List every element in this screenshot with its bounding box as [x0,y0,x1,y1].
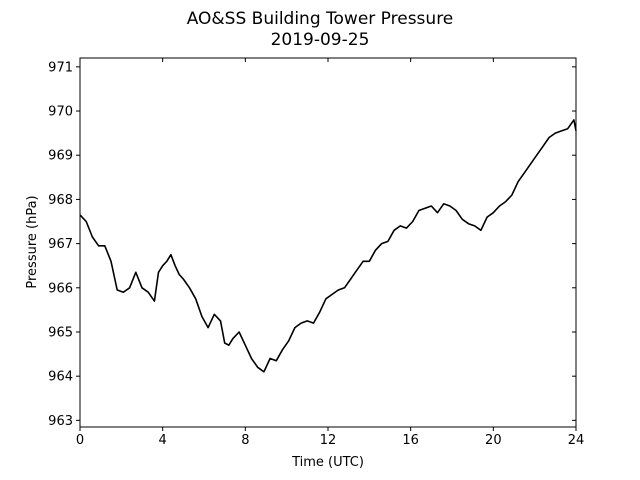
plot-frame [79,57,577,428]
x-axis-label: Time (UTC) [291,455,364,470]
chart-subtitle: 2019-09-25 [271,30,370,50]
x-tick-label: 24 [568,433,585,448]
y-tick-label: 967 [48,237,73,252]
x-tick-label: 4 [159,433,167,448]
y-tick-label: 970 [48,105,73,120]
x-tick-label: 8 [241,433,249,448]
y-axis: 963 964 965 966 967 968 969 970 971 [48,60,576,429]
x-tick-label: 16 [402,433,419,448]
x-tick-label: 0 [76,433,84,448]
chart-title: AO&SS Building Tower Pressure [187,9,454,29]
y-tick-label: 971 [48,60,73,75]
y-tick-label: 966 [48,281,73,296]
x-axis: 0 4 8 12 16 20 24 [76,58,584,448]
y-axis-label: Pressure (hPa) [25,195,40,288]
y-tick-label: 965 [48,325,73,340]
x-tick-label: 12 [320,433,337,448]
plot-area [79,57,577,428]
y-tick-label: 968 [48,193,73,208]
y-tick-label: 969 [48,149,73,164]
y-tick-label: 964 [48,370,73,385]
pressure-series-line [79,119,577,373]
y-tick-label: 963 [48,414,73,429]
x-tick-label: 20 [485,433,502,448]
